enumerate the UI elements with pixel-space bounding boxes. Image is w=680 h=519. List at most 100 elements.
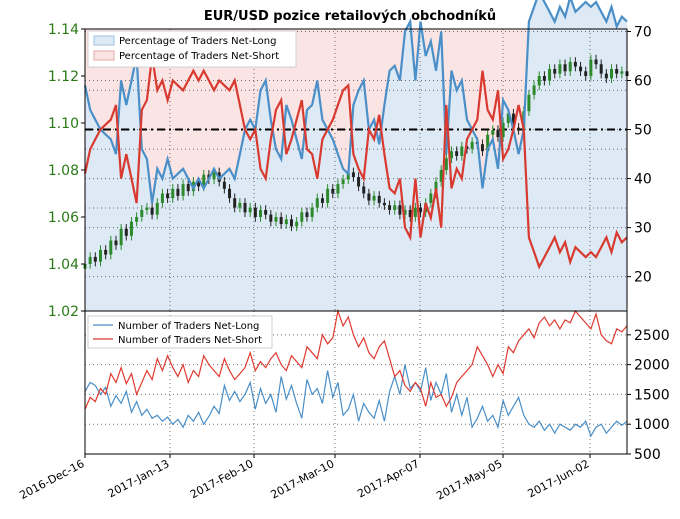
right-tick-label: 30 xyxy=(634,221,652,237)
candle-body xyxy=(367,193,371,201)
candle-body xyxy=(346,172,350,180)
count-short-line xyxy=(84,308,628,410)
bottom-legend-box xyxy=(87,315,273,349)
right-tick-label: 60 xyxy=(634,73,652,89)
candle-body xyxy=(615,68,619,74)
x-tick-label: 2017-Apr-07 xyxy=(355,457,421,500)
candle-body xyxy=(243,202,247,213)
bottom-right-tick-label: 500 xyxy=(634,447,661,463)
bottom-frame xyxy=(84,310,628,455)
legend-net-short-swatch xyxy=(93,50,115,61)
candle-body xyxy=(517,127,521,131)
x-tick-label: 2017-Jun-02 xyxy=(525,457,591,500)
candle-body xyxy=(584,71,588,76)
candle-body xyxy=(238,202,242,208)
candle-body xyxy=(284,219,288,225)
left-tick-label: 1.14 xyxy=(48,22,79,38)
count-long-line xyxy=(84,364,628,438)
candle-body xyxy=(553,68,557,74)
candle-body xyxy=(449,151,453,159)
candle-body xyxy=(537,76,541,86)
candle-body xyxy=(573,61,577,67)
candle-body xyxy=(419,207,423,213)
candle-body xyxy=(511,113,515,128)
legend-net-long-swatch xyxy=(93,35,115,46)
candle-body xyxy=(527,94,531,112)
candle-body xyxy=(150,207,154,215)
candle-body xyxy=(388,205,392,210)
candle-body xyxy=(202,174,206,187)
candle-body xyxy=(460,146,464,156)
x-tick-label: 2016-Dec-16 xyxy=(17,457,86,502)
candle-body xyxy=(336,184,340,194)
candle-body xyxy=(331,188,335,194)
right-tick-label: 50 xyxy=(634,123,652,139)
candle-body xyxy=(444,158,448,170)
candle-body xyxy=(589,59,593,76)
candle-body xyxy=(434,181,438,194)
candle-body xyxy=(491,130,495,135)
left-tick-label: 1.08 xyxy=(48,163,79,179)
legend-net-long-label: Percentage of Traders Net-Long xyxy=(119,36,277,47)
candle-body xyxy=(558,64,562,74)
candle-body xyxy=(289,219,293,227)
candle-body xyxy=(310,207,314,217)
right-tick-label: 70 xyxy=(634,24,652,40)
candle-body xyxy=(264,209,268,215)
bottom-right-tick-label: 1000 xyxy=(634,417,670,433)
candle-body xyxy=(548,68,552,81)
candle-body xyxy=(171,188,175,199)
candle-body xyxy=(599,64,603,74)
candle-body xyxy=(98,249,102,262)
candle-body xyxy=(351,172,355,178)
net-short-pct-line xyxy=(83,55,628,270)
candle-body xyxy=(563,64,567,72)
x-tick-label: 2017-Mar-10 xyxy=(269,457,337,501)
candle-body xyxy=(413,207,417,217)
bottom-right-tick-label: 2000 xyxy=(634,358,670,374)
candle-body xyxy=(119,228,123,246)
candle-body xyxy=(620,71,624,74)
candle-body xyxy=(248,207,252,213)
candle-body xyxy=(88,256,92,264)
right-tick-label: 40 xyxy=(634,172,652,188)
top-legend: Percentage of Traders Net-Long Percentag… xyxy=(87,30,297,68)
candle-body xyxy=(501,123,505,138)
candle-body xyxy=(269,214,273,222)
candle-body xyxy=(429,193,433,203)
candle-body xyxy=(579,66,583,72)
x-tick-label: 2017-May-05 xyxy=(434,457,504,503)
right-tick-label: 20 xyxy=(634,270,652,286)
candle-body xyxy=(506,113,510,123)
candle-body xyxy=(408,209,412,217)
candle-body xyxy=(362,186,366,194)
candle-body xyxy=(114,240,118,246)
x-tick-label: 2017-Feb-10 xyxy=(188,457,255,501)
candle-body xyxy=(197,181,201,187)
candle-body xyxy=(135,217,139,222)
left-tick-label: 1.06 xyxy=(48,210,79,226)
legend-count-short-label: Number of Traders Net-Short xyxy=(118,335,262,346)
candle-body xyxy=(181,184,185,196)
candle-body xyxy=(341,179,345,185)
left-tick-label: 1.04 xyxy=(48,257,79,273)
candle-body xyxy=(315,198,319,208)
candle-body xyxy=(233,198,237,208)
candle-body xyxy=(542,76,546,81)
left-tick-label: 1.10 xyxy=(48,116,79,132)
chart-title: EUR/USD pozice retailových obchodníků xyxy=(204,9,496,24)
candle-body xyxy=(480,144,484,152)
candle-body xyxy=(604,73,608,79)
candle-body xyxy=(212,172,216,180)
candle-body xyxy=(610,68,614,79)
candle-body xyxy=(532,85,536,95)
candle-body xyxy=(186,184,190,192)
candle-body xyxy=(496,130,500,138)
legend-count-long-label: Number of Traders Net-Long xyxy=(118,321,259,332)
top-legend-box xyxy=(87,30,297,68)
candle-body xyxy=(259,209,263,217)
candle-body xyxy=(486,134,490,152)
candle-body xyxy=(176,188,180,196)
candle-body xyxy=(253,207,257,217)
